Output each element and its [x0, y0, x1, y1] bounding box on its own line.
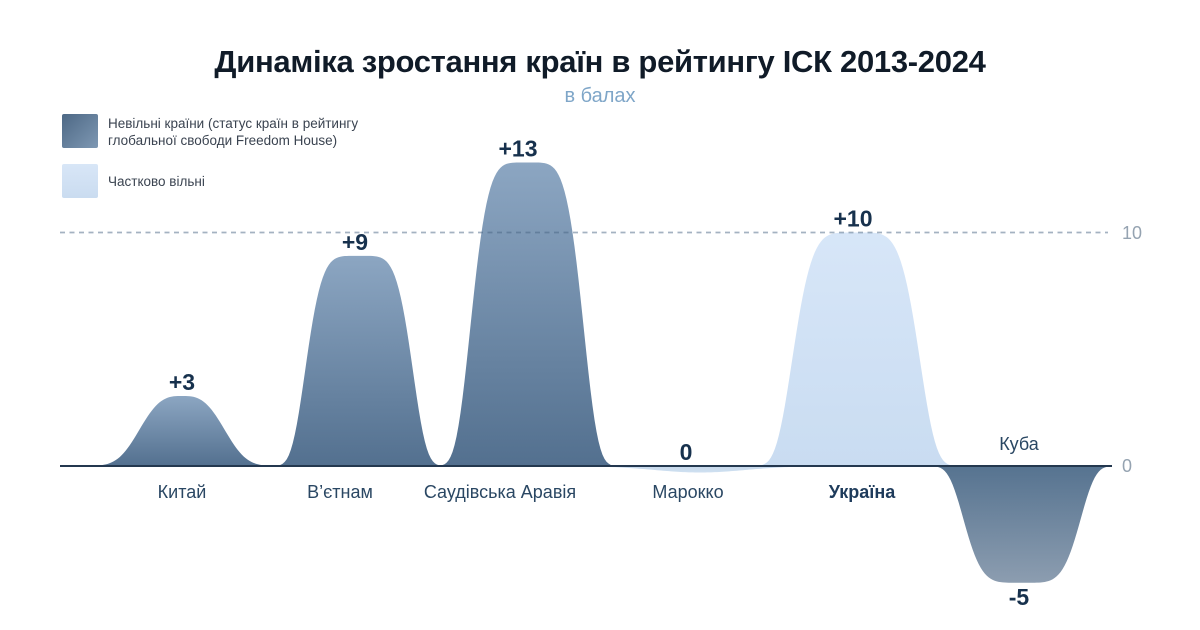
category-label: Україна — [829, 482, 896, 502]
value-label: +10 — [833, 206, 872, 232]
value-label: -5 — [1009, 584, 1030, 610]
value-label: +13 — [498, 135, 537, 161]
value-label: +9 — [342, 229, 368, 255]
area-curves-layer — [93, 162, 1110, 583]
category-label: Куба — [999, 434, 1040, 454]
legend: Невільні країни (статус країн в рейтингу… — [62, 114, 358, 198]
legend-swatch-partly-free-icon — [62, 164, 98, 198]
area-curve — [760, 232, 952, 466]
area-curve — [557, 466, 843, 473]
legend-label-partly-free-line1: Частково вільні — [108, 174, 205, 189]
legend-swatch-not-free-icon — [62, 114, 98, 148]
category-label: В’єтнам — [307, 482, 373, 502]
gridline-tick-label: 10 — [1122, 223, 1142, 243]
area-curve — [93, 395, 271, 466]
legend-label-not-free-line1: Невільні країни (статус країн в рейтингу — [108, 116, 359, 131]
area-curve — [278, 255, 440, 466]
legend-label-not-free-line2: глобальної свободи Freedom House) — [108, 133, 338, 148]
area-curve — [934, 466, 1110, 583]
category-label: Саудівська Аравія — [424, 482, 576, 502]
legend-label-not-free: Невільні країни (статус країн в рейтингу… — [108, 114, 358, 149]
baseline-tick-label: 0 — [1122, 456, 1132, 476]
value-label: 0 — [680, 439, 693, 465]
chart-labels-layer: +3 Китай +9 В’єтнам +13 Саудівська Аравія 0 Мар… — [158, 135, 1040, 609]
legend-item-not-free: Невільні країни (статус країн в рейтингу… — [62, 114, 358, 149]
category-label: Марокко — [652, 482, 723, 502]
value-label: +3 — [169, 369, 195, 395]
legend-label-partly-free: Частково вільні — [108, 172, 205, 190]
chart-title: Динаміка зростання країн в рейтингу ІСК … — [214, 44, 986, 79]
legend-item-partly-free: Частково вільні — [62, 164, 358, 198]
area-curve — [442, 162, 612, 466]
chart-subtitle: в балах — [564, 85, 636, 107]
category-label: Китай — [158, 482, 207, 502]
